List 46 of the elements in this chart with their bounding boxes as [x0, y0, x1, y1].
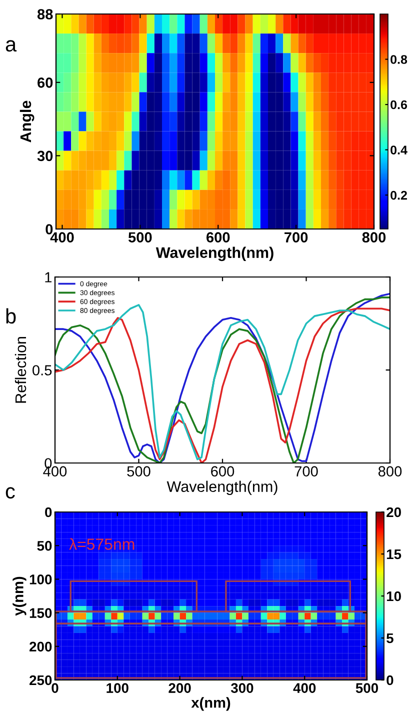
x-tick-label: 800: [378, 466, 402, 476]
x-tick-label: 700: [294, 466, 318, 476]
y-tick-label: 250: [30, 675, 52, 686]
x-tick-label: 500: [127, 466, 150, 476]
y-tick-label: 88: [37, 9, 53, 20]
x-tick-label: 400: [293, 683, 316, 693]
y-axis-title: y(nm): [12, 576, 26, 616]
text: a: [6, 40, 17, 52]
y-tick-label: 30: [37, 150, 53, 162]
y-tick-label: 0: [45, 507, 52, 518]
y-tick-label: 60: [38, 78, 53, 88]
color-bar-label: 0.8: [390, 55, 408, 64]
color-bar-label: 0.4: [390, 146, 408, 154]
color-bar-label: 0: [386, 675, 394, 686]
y-axis-title: Reflection: [14, 337, 26, 403]
x-tick-label: 500: [128, 232, 152, 242]
x-tick-label: 300: [230, 683, 254, 693]
y-tick-label: 0: [46, 224, 53, 234]
x-tick-label: 800: [362, 232, 386, 242]
y-tick-label: 100: [30, 574, 52, 584]
y-axis-title: Angle: [20, 100, 34, 142]
x-tick-label: 700: [284, 232, 308, 242]
y-tick-label: 50: [37, 540, 52, 551]
x-axis-title: x(nm): [191, 697, 230, 711]
x-tick-label: 200: [168, 683, 191, 693]
x-tick-label: 600: [206, 232, 230, 242]
x-axis-title: Wavelength(nm): [156, 246, 274, 262]
y-tick-label: 0.5: [32, 365, 52, 376]
y-tick-label: 200: [30, 642, 52, 652]
color-bar-label: 15: [386, 549, 402, 560]
color-bar-label: 20: [386, 507, 401, 518]
color-bar-label: 0.2: [390, 190, 407, 200]
x-axis-title: Wavelength(nm): [166, 480, 278, 496]
x-tick-label: 400: [43, 466, 67, 476]
y-tick-label: 150: [30, 608, 52, 618]
color-bar-label: 0.6: [390, 100, 408, 110]
x-tick-label: 400: [50, 232, 74, 242]
text: b: [6, 308, 16, 324]
chart-title: c: [6, 487, 15, 499]
color-bar-label: 5: [386, 633, 394, 644]
y-tick-label: 1: [45, 272, 52, 282]
x-tick-label: 600: [211, 466, 234, 476]
x-tick-label: 500: [356, 683, 378, 693]
color-bar-label: 10: [386, 591, 401, 602]
annotation: λ=575nm: [69, 538, 134, 550]
x-tick-label: 100: [106, 683, 128, 693]
